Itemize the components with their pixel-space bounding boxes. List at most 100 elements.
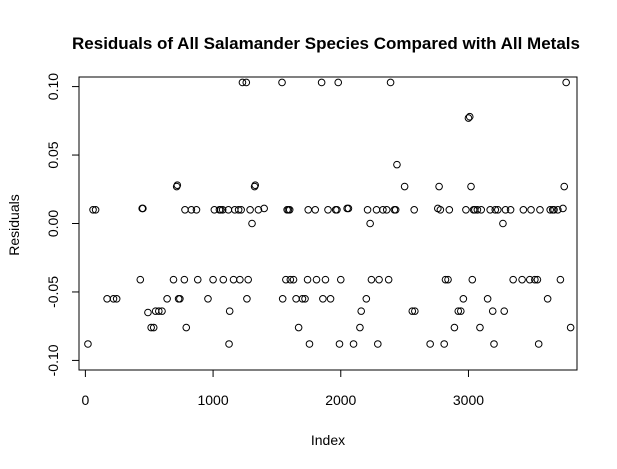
data-point: [89, 206, 97, 214]
x-axis-label: Index: [311, 432, 345, 448]
data-point: [525, 275, 534, 284]
data-point: [393, 160, 401, 169]
data-point: [531, 275, 539, 284]
data-point: [278, 78, 286, 87]
data-point: [218, 206, 227, 214]
data-point: [236, 275, 244, 284]
data-point: [560, 182, 569, 191]
data-point: [243, 295, 251, 303]
data-point: [103, 295, 111, 303]
data-point: [109, 295, 118, 303]
data-point: [357, 307, 366, 315]
data-point: [216, 206, 225, 214]
data-point: [494, 206, 502, 214]
data-point: [490, 340, 498, 348]
data-point: [519, 206, 528, 214]
data-point: [543, 295, 552, 303]
data-point: [411, 307, 419, 315]
data-point: [251, 181, 260, 189]
data-point: [180, 275, 189, 284]
data-point: [311, 206, 320, 214]
data-point: [312, 275, 321, 284]
data-point: [305, 340, 314, 348]
data-point: [400, 182, 409, 191]
data-point: [473, 206, 482, 214]
data-point: [136, 275, 145, 284]
data-point: [158, 307, 166, 315]
data-point: [204, 295, 212, 303]
data-point: [335, 340, 344, 348]
data-point: [483, 295, 492, 303]
data-point: [333, 206, 341, 214]
data-point: [326, 295, 335, 303]
data-point: [459, 295, 468, 303]
data-point: [559, 204, 567, 213]
data-point: [491, 206, 500, 214]
x-tick-label: 0: [81, 392, 89, 408]
data-point: [319, 295, 327, 303]
data-point: [234, 206, 243, 214]
data-point: [366, 219, 374, 228]
data-point: [441, 275, 450, 284]
data-point: [163, 295, 171, 303]
data-point: [248, 219, 256, 228]
data-point: [112, 295, 121, 303]
y-tick-label: 0.10: [45, 73, 61, 100]
y-tick-label: 0.05: [45, 141, 61, 168]
data-point: [225, 307, 234, 315]
data-point: [147, 323, 155, 332]
data-point: [181, 206, 189, 214]
data-point: [292, 295, 300, 303]
data-point: [436, 206, 445, 214]
data-point: [562, 78, 570, 87]
data-point: [144, 308, 152, 317]
data-point: [260, 204, 268, 213]
data-point: [301, 295, 309, 303]
data-point: [91, 206, 100, 214]
x-tick-label: 3000: [453, 392, 484, 408]
data-point: [84, 340, 92, 348]
data-point: [500, 307, 509, 315]
data-point: [334, 78, 343, 87]
data-point: [464, 114, 473, 122]
data-point: [155, 307, 163, 315]
data-point: [506, 206, 515, 214]
data-point: [454, 307, 463, 315]
data-point: [556, 275, 565, 284]
data-point: [476, 323, 484, 332]
data-point: [379, 206, 387, 214]
data-point: [238, 78, 247, 87]
data-point: [467, 182, 475, 191]
data-point: [363, 206, 372, 214]
data-points: [84, 78, 575, 348]
data-point: [546, 206, 554, 214]
data-point: [285, 206, 294, 214]
data-point: [242, 78, 251, 87]
y-tick-label: -0.05: [45, 276, 61, 308]
data-point: [289, 275, 298, 284]
data-point: [367, 275, 376, 284]
data-point: [193, 275, 202, 284]
data-point: [391, 206, 400, 214]
y-tick-label: 0.00: [45, 210, 61, 237]
data-point: [527, 206, 535, 214]
data-point: [501, 206, 510, 214]
data-point: [488, 307, 497, 315]
data-point: [550, 206, 558, 214]
data-point: [169, 275, 178, 284]
y-tick-label: -0.10: [45, 344, 61, 376]
data-point: [282, 275, 290, 284]
data-point: [534, 340, 543, 348]
data-point: [410, 206, 418, 214]
data-point: [372, 206, 381, 214]
data-point: [462, 206, 470, 214]
data-point: [384, 275, 393, 284]
data-point: [468, 275, 477, 284]
data-point: [349, 340, 358, 348]
data-point: [230, 206, 239, 214]
data-point: [237, 206, 245, 214]
data-point: [229, 275, 238, 284]
data-point: [246, 206, 254, 214]
data-point: [566, 323, 575, 332]
x-axis: 0 1000 2000 3000: [81, 369, 484, 408]
